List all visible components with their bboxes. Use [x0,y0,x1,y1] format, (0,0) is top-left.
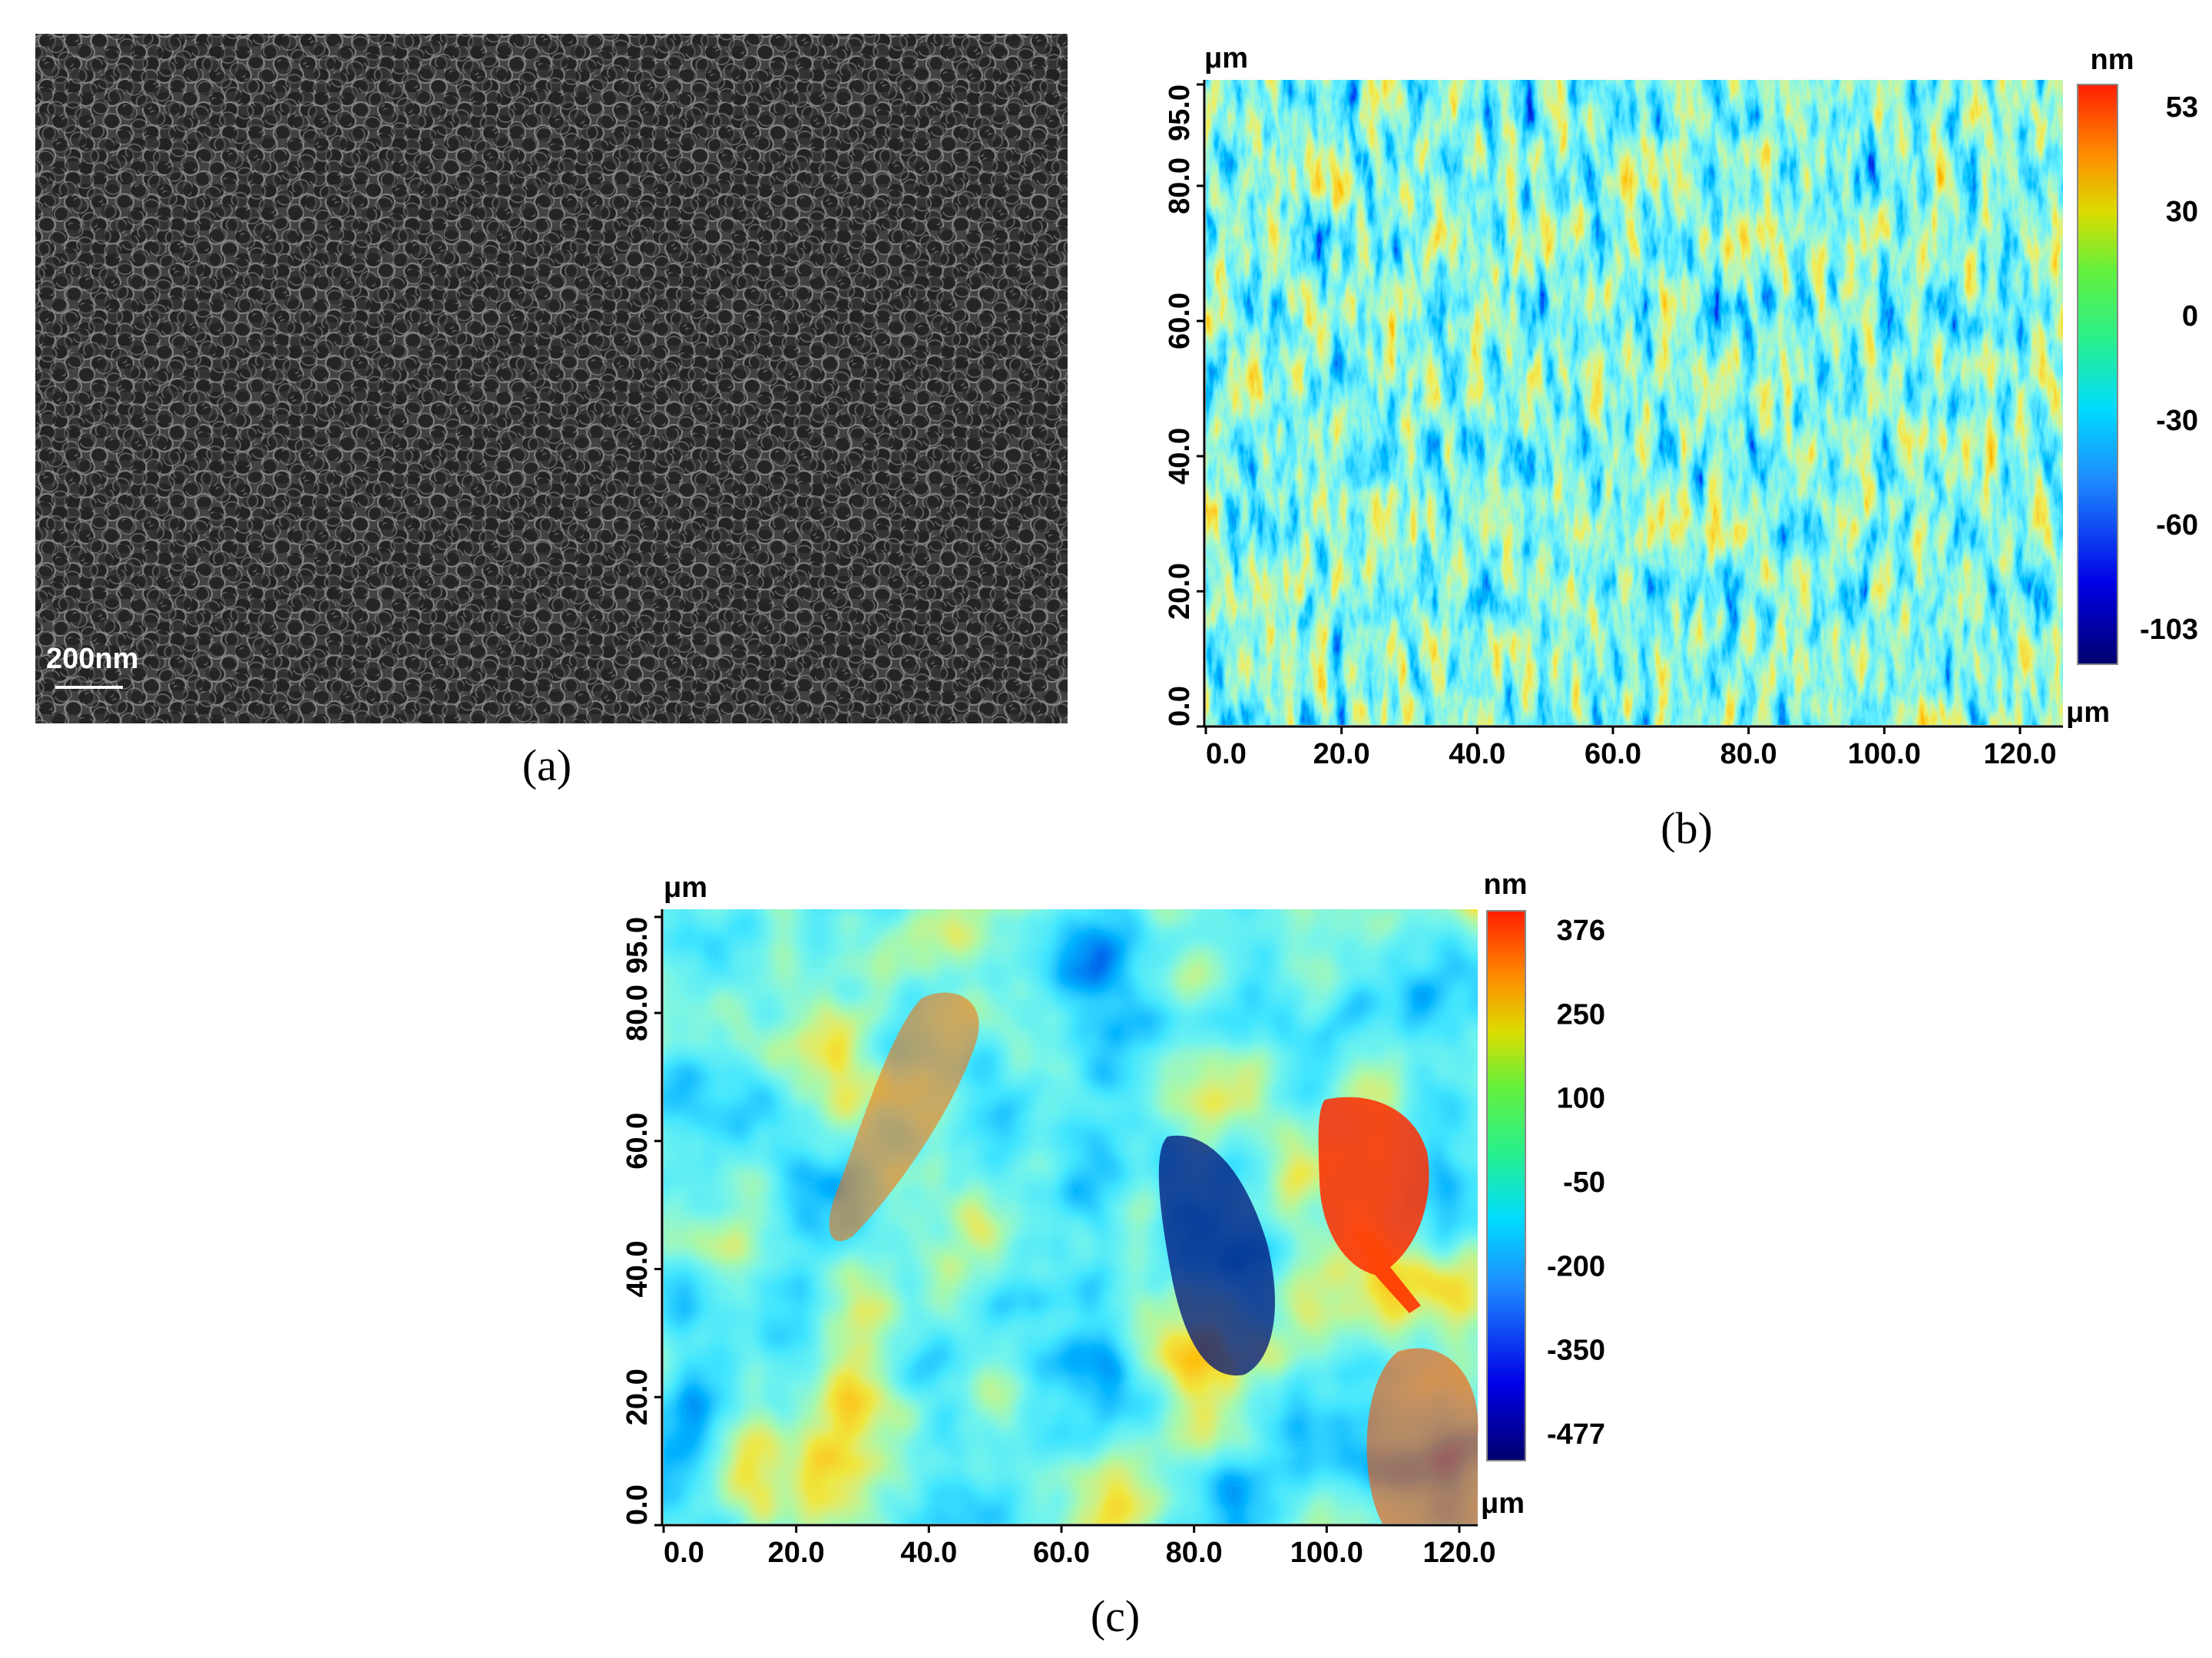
panel-c-y-ticks: 0.0 20.0 40.0 60.0 80.0 95.0 [621,915,662,1527]
x-tick-label: 60.0 [1584,738,1641,770]
panel-b-colorbar-ticks: 53 30 0 -30 -60 -103 [2140,91,2198,646]
panel-b-colorbar [2077,84,2118,665]
y-tick-label: 95.0 [621,917,654,974]
y-tick-label: 80.0 [1164,157,1196,214]
x-tick-label: 0.0 [664,1537,704,1569]
x-tick-label: 80.0 [1166,1537,1223,1569]
y-tick-label: 40.0 [621,1241,654,1298]
panel-a-caption: (a) [522,740,571,790]
high-region-right [1318,1097,1429,1313]
y-tick-label: 60.0 [621,1113,654,1170]
colorbar-tick-label: 376 [1557,915,1605,947]
panel-c-colorbar-ticks: 376 250 100 -50 -200 -350 -477 [1547,915,1605,1451]
panel-b-colorbar-unit: nm [2091,44,2134,76]
x-tick-label: 20.0 [768,1537,825,1569]
colorbar-tick-label: -350 [1547,1335,1605,1367]
x-tick-label: 40.0 [900,1537,957,1569]
panel-c-x-ticks: 0.0 20.0 40.0 60.0 80.0 100.0 120.0 [662,1525,1496,1569]
panel-b-y-ticks: 0.0 20.0 40.0 60.0 80.0 95.0 [1164,83,1204,728]
x-tick-label: 100.0 [1290,1537,1363,1569]
y-tick-label: 80.0 [621,985,654,1041]
colorbar-tick-label: -103 [2140,614,2198,646]
panel-c-colorbar [1486,910,1526,1461]
x-tick-label: 40.0 [1449,738,1505,770]
colorbar-tick-label: -477 [1547,1418,1605,1451]
colorbar-tick-label: -50 [1563,1167,1605,1199]
ridge-left [829,992,979,1242]
x-tick-label: 100.0 [1848,738,1921,770]
colorbar-tick-label: -30 [2156,405,2198,437]
scale-bar-label: 200nm [46,643,138,675]
bottom-right-high [1366,1348,1479,1524]
panel-b-x-unit: μm [2066,697,2110,729]
panel-c-y-unit: μm [664,872,707,904]
y-tick-label: 0.0 [1164,686,1196,726]
low-valley-center [1158,1135,1275,1376]
y-tick-label: 95.0 [1164,84,1196,141]
y-tick-label: 60.0 [1164,293,1196,349]
colorbar-tick-label: -60 [2156,509,2198,541]
y-tick-label: 20.0 [621,1368,654,1425]
panel-c-x-unit: μm [1481,1488,1525,1520]
panel-c-colorbar-unit: nm [1484,869,1528,901]
panel-b-x-ticks: 0.0 20.0 40.0 60.0 80.0 100.0 120.0 [1204,726,2057,770]
panel-b-y-unit: μm [1204,42,1248,74]
colorbar-tick-label: 250 [1557,998,1605,1031]
y-tick-label: 20.0 [1164,563,1196,620]
afm-map-b [1206,80,2063,725]
colorbar-tick-label: 100 [1557,1083,1605,1115]
panel-c: 0.0 20.0 40.0 60.0 80.0 100.0 120.0 0.0 20.0 40.… [621,869,1605,1641]
colorbar-tick-label: -200 [1547,1250,1605,1282]
panel-b: 0.0 20.0 40.0 60.0 80.0 100.0 120.0 0.0 20.0 40.… [1164,42,2198,853]
x-tick-label: 0.0 [1206,738,1247,770]
panel-c-caption: (c) [1091,1591,1140,1641]
x-tick-label: 60.0 [1033,1537,1090,1569]
x-tick-label: 120.0 [1422,1537,1495,1569]
colorbar-tick-label: 30 [2166,196,2198,228]
sem-image [35,34,1068,723]
x-tick-label: 80.0 [1720,738,1777,770]
panel-a: 200nm (a) [35,34,1068,790]
colorbar-tick-label: 53 [2166,91,2198,124]
y-tick-label: 0.0 [621,1484,654,1525]
x-tick-label: 20.0 [1313,738,1370,770]
panel-b-caption: (b) [1661,803,1713,853]
x-tick-label: 120.0 [1983,738,2056,770]
y-tick-label: 40.0 [1164,428,1196,485]
colorbar-tick-label: 0 [2182,300,2198,333]
